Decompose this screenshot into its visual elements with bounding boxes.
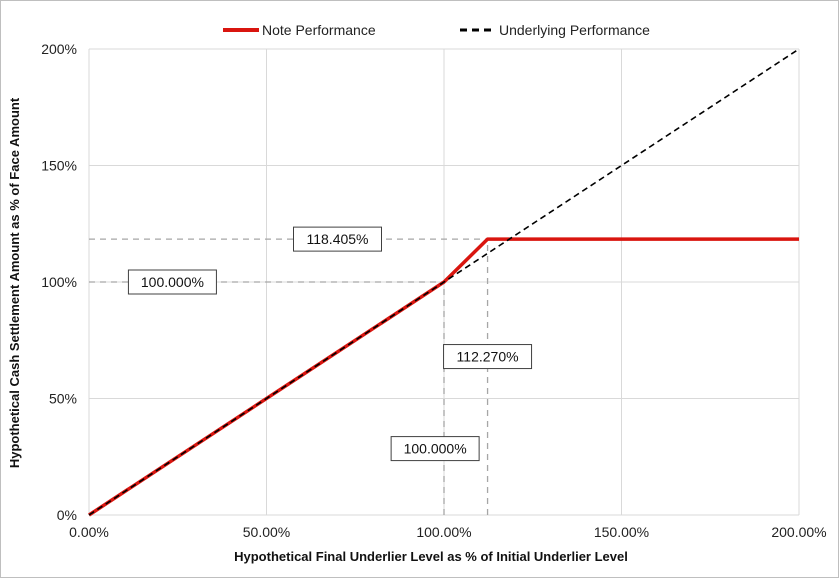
annotation-text: 100.000% [404,441,467,457]
annotation-box [443,344,533,370]
annotation-label: 118.405% [293,226,382,252]
annotation-box [127,269,217,295]
y-tick-label: 200% [41,41,77,57]
x-tick-label: 150.00% [594,524,649,540]
x-tick-label: 200.00% [771,524,826,540]
legend: Note Performance Underlying Performance [223,22,650,38]
annotation-text: 100.000% [141,274,204,290]
annotation-text: 118.405% [306,231,368,247]
series-line-underlying-performance [88,48,800,516]
series-lines [88,48,800,517]
annotation-label: 100.000% [127,269,217,295]
x-tick-label: 100.00% [416,524,471,540]
y-tick-label: 50% [49,391,77,407]
x-tick-label: 50.00% [243,524,290,540]
annotation-box [390,436,480,462]
annotation-box [293,226,382,252]
legend-label-underlying-performance: Underlying Performance [499,22,650,38]
y-axis-title: Hypothetical Cash Settlement Amount as %… [7,97,22,468]
y-tick-label: 150% [41,158,77,174]
axis-tick-labels: 0.00% 50.00% 100.00% 150.00% 200.00% 0% 50% 100… [41,41,826,540]
y-tick-label: 100% [41,274,77,290]
annotation-label: 112.270% [443,344,533,370]
x-tick-label: 0.00% [69,524,109,540]
legend-label-note-performance: Note Performance [262,22,376,38]
annotations: 118.405% 100.000% 112.270% 100.000% [127,226,533,462]
annotation-label: 100.000% [390,436,480,462]
x-axis-title: Hypothetical Final Underlier Level as % … [234,549,628,564]
annotation-text: 112.270% [457,349,519,365]
y-tick-label: 0% [57,507,77,523]
